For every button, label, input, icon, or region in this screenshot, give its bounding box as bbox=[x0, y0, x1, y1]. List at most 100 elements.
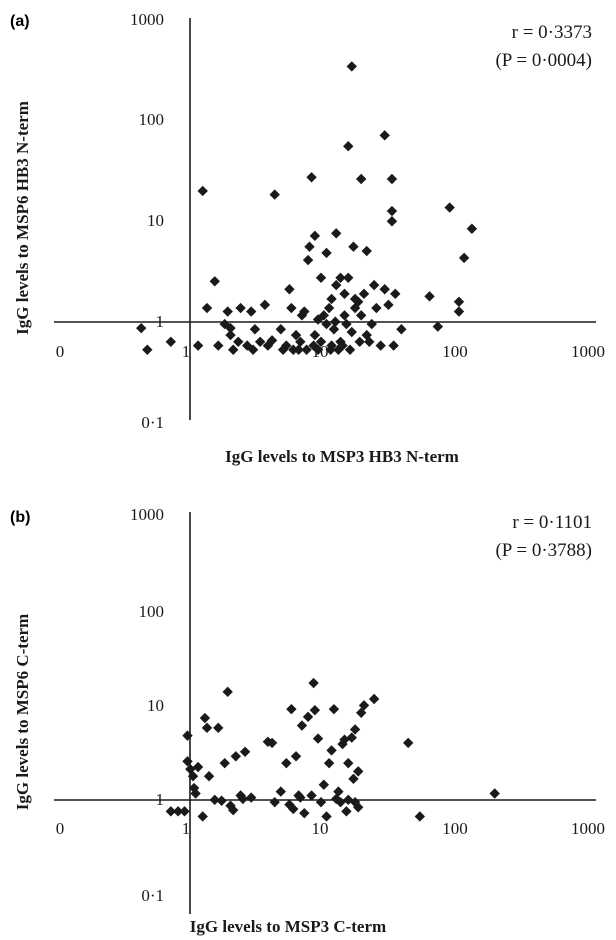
panel-b-point bbox=[333, 786, 344, 797]
panel-a-point bbox=[245, 306, 257, 317]
panel-a-point bbox=[344, 344, 356, 355]
panel-a-point bbox=[277, 344, 289, 355]
panel-a-point bbox=[453, 306, 465, 317]
panel-b-point bbox=[197, 811, 208, 822]
panel-b-point bbox=[209, 794, 220, 806]
panel-a-point bbox=[197, 185, 208, 197]
panel-a-point bbox=[295, 336, 306, 347]
panel-b-point bbox=[286, 703, 297, 715]
panel-a-point bbox=[375, 340, 386, 351]
panel-b-point bbox=[237, 793, 249, 805]
panel-b-x-tick-0: 0 bbox=[56, 819, 65, 838]
panel-b-x-tick-1: 1 bbox=[182, 819, 191, 838]
panel-a-point bbox=[354, 336, 365, 347]
panel-a-point bbox=[444, 202, 455, 213]
panel-a-point bbox=[323, 302, 335, 314]
panel-a-point bbox=[315, 336, 327, 347]
panel-b-point bbox=[309, 704, 321, 716]
panel-a-point bbox=[396, 324, 407, 335]
panel-b-point bbox=[353, 766, 364, 777]
panel-a-point bbox=[453, 296, 465, 308]
panel-a-point bbox=[312, 344, 324, 355]
panel-b-point bbox=[230, 751, 241, 762]
panel-a-point bbox=[309, 230, 321, 242]
panel-a-point bbox=[355, 310, 367, 321]
panel-a-point bbox=[328, 324, 340, 335]
panel-a-letter: (a) bbox=[10, 13, 30, 30]
panel-a-point bbox=[386, 216, 398, 227]
panel-a-point bbox=[259, 299, 271, 311]
panel-b-point bbox=[281, 757, 292, 769]
panel-a-point bbox=[379, 130, 390, 141]
panel-a-point bbox=[331, 279, 342, 291]
panel-a-point bbox=[358, 288, 370, 300]
panel-a-point bbox=[222, 306, 233, 317]
panel-b-point bbox=[403, 737, 414, 749]
panel-a-point bbox=[309, 329, 321, 341]
panel-b-point bbox=[245, 792, 257, 803]
panel-b-point bbox=[222, 686, 233, 698]
panel-b-point bbox=[165, 806, 177, 817]
panel-a-x-axis-title: IgG levels to MSP3 HB3 N-term bbox=[225, 447, 459, 466]
panel-a-point bbox=[293, 344, 304, 355]
panel-b-y-tick-100: 100 bbox=[139, 602, 165, 621]
panel-b-point bbox=[228, 804, 239, 816]
panel-b-stat-p: (P = 0·3788) bbox=[495, 540, 592, 561]
panel-b-points bbox=[165, 677, 500, 822]
panel-b-x-tick-4: 1000 bbox=[571, 819, 605, 838]
panel-a-y-tick-1000: 1000 bbox=[130, 10, 164, 29]
panel-b-point bbox=[182, 756, 193, 767]
panel-a-point bbox=[379, 284, 390, 295]
panel-b-point bbox=[192, 761, 204, 773]
panel-b-point bbox=[321, 811, 332, 822]
panel-a-point bbox=[386, 205, 398, 217]
panel-a-point bbox=[312, 314, 324, 325]
panel-a-point bbox=[209, 276, 220, 287]
panel-a-point bbox=[290, 329, 302, 341]
panel-a-point bbox=[142, 344, 153, 355]
panel-a-point bbox=[337, 340, 348, 351]
panel-a-point bbox=[228, 344, 239, 355]
panel-b-point bbox=[349, 724, 361, 735]
panel-b-point bbox=[203, 771, 215, 782]
panel-a-x-tick-1: 1 bbox=[182, 342, 191, 361]
panel-a-stat-p: (P = 0·0004) bbox=[495, 50, 592, 71]
panel-a-x-tick-4: 1000 bbox=[571, 342, 605, 361]
panel-b-point bbox=[312, 733, 324, 744]
panel-b-stat-r: r = 0·1101 bbox=[512, 512, 592, 533]
panel-a-point bbox=[225, 329, 236, 341]
panel-b-point bbox=[353, 802, 364, 813]
panel-b-point bbox=[213, 722, 224, 734]
panel-b-point bbox=[358, 700, 370, 711]
chart-panel-a: (a) 0 1 10 100 1000 1000 100 10 1 0·1 r … bbox=[10, 10, 605, 466]
panel-a-point bbox=[346, 61, 357, 72]
panel-b-point bbox=[318, 779, 330, 790]
panel-a-point bbox=[304, 241, 315, 252]
panel-b-x-axis-title: IgG levels to MSP3 C-term bbox=[190, 917, 386, 936]
panel-b-point bbox=[339, 734, 350, 745]
panel-b-point bbox=[335, 796, 346, 808]
panel-b-point bbox=[266, 737, 278, 749]
panel-b-point bbox=[355, 707, 367, 719]
panel-b-point bbox=[275, 786, 287, 797]
panel-a-point bbox=[326, 293, 337, 305]
panel-a-point bbox=[364, 336, 375, 347]
panel-b-point bbox=[187, 771, 199, 782]
panel-b-letter: (b) bbox=[10, 509, 30, 526]
panel-b-point bbox=[308, 677, 319, 689]
panel-a-point bbox=[348, 241, 359, 252]
panel-a-point bbox=[136, 322, 147, 334]
panel-b-point bbox=[179, 806, 190, 817]
panel-a-point bbox=[339, 288, 350, 300]
panel-a-y-tick-100: 100 bbox=[139, 110, 165, 129]
panel-a-x-tick-0: 0 bbox=[56, 342, 65, 361]
panel-a-point bbox=[466, 223, 478, 234]
panel-b-point bbox=[341, 806, 352, 817]
panel-b-y-tick-0-1: 0·1 bbox=[141, 886, 164, 905]
panel-b-point bbox=[290, 751, 302, 762]
panel-b-y-tick-1: 1 bbox=[156, 790, 165, 809]
panel-a-point bbox=[225, 322, 236, 334]
panel-a-point bbox=[213, 340, 224, 351]
panel-b-point bbox=[331, 793, 342, 805]
panel-b-y-axis-title: IgG levels to MSP6 C-term bbox=[13, 614, 32, 810]
